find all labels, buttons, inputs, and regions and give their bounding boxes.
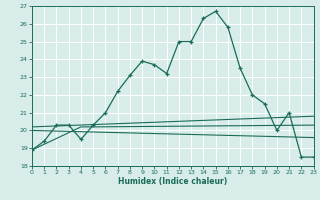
X-axis label: Humidex (Indice chaleur): Humidex (Indice chaleur) [118, 177, 228, 186]
